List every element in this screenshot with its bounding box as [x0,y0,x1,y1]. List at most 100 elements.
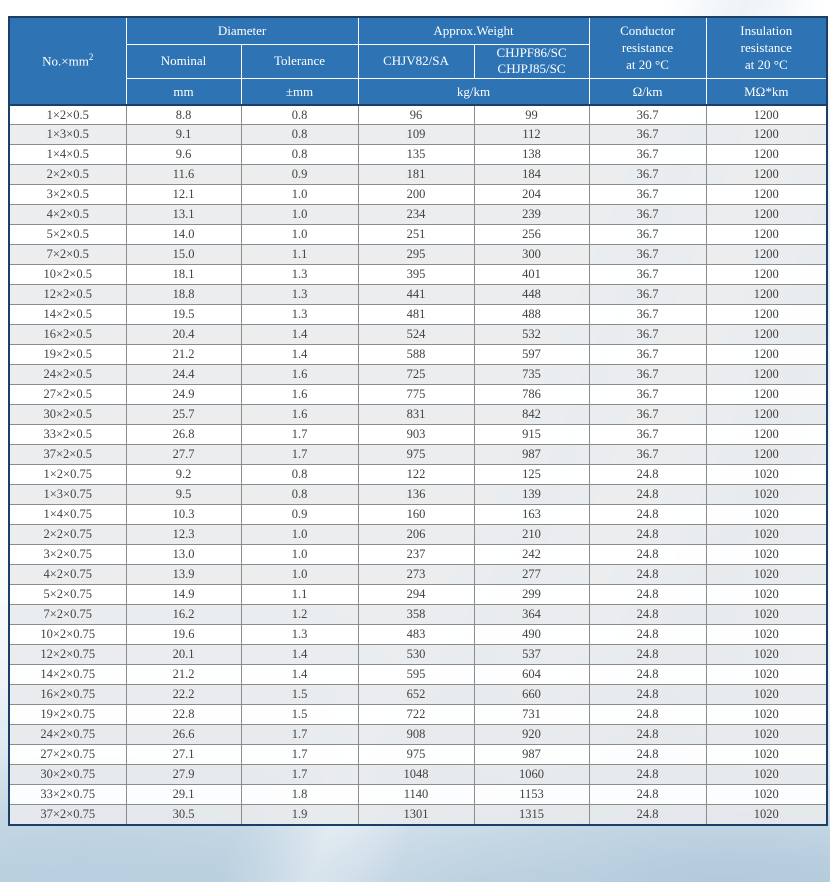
table-row: 1×3×0.75 9.5 0.8 136 139 24.8 1020 [8,484,828,506]
cell-conductor-resistance: 24.8 [588,564,707,586]
cell-conductor-resistance: 36.7 [588,284,707,306]
cell-weight-chjpf86-chjpj85: 99 [473,103,590,126]
cell-nominal-diameter: 26.6 [125,724,242,746]
header-row-subcolumns: Nominal Tolerance CHJV82/SA CHJPF86/SC C… [9,43,827,80]
cell-nominal-diameter: 9.5 [125,484,242,506]
cell-weight-chjpf86-chjpj85: 448 [473,284,590,306]
cell-tolerance: 1.0 [240,204,359,226]
cell-nominal-diameter: 12.3 [125,524,242,546]
cell-conductor-resistance: 24.8 [588,544,707,566]
table-row: 4×2×0.5 13.1 1.0 234 239 36.7 1200 [8,204,828,226]
cell-conductor-resistance: 24.8 [588,644,707,666]
cell-no-mm2: 19×2×0.5 [8,344,127,366]
cell-weight-chjv82-sa: 722 [357,704,475,726]
cell-nominal-diameter: 18.1 [125,264,242,286]
cell-tolerance: 1.2 [240,604,359,626]
cell-weight-chjv82-sa: 483 [357,624,475,646]
table-row: 2×2×0.5 11.6 0.9 181 184 36.7 1200 [8,164,828,186]
cell-tolerance: 1.0 [240,224,359,246]
cell-conductor-resistance: 24.8 [588,524,707,546]
table-row: 14×2×0.5 19.5 1.3 481 488 36.7 1200 [8,304,828,326]
cell-weight-chjpf86-chjpj85: 210 [473,524,590,546]
cell-tolerance: 1.7 [240,744,359,766]
table-row: 30×2×0.75 27.9 1.7 1048 1060 24.8 1020 [8,764,828,786]
cell-conductor-resistance: 24.8 [588,704,707,726]
cell-conductor-resistance: 36.7 [588,364,707,386]
cell-insulation-resistance: 1020 [705,464,828,486]
header-approx-weight: Approx.Weight [357,16,590,45]
cell-tolerance: 0.8 [240,124,359,146]
cell-conductor-resistance: 36.7 [588,384,707,406]
cell-conductor-resistance: 36.7 [588,224,707,246]
cell-tolerance: 1.0 [240,564,359,586]
header-conductor-resistance: Conductor resistance at 20 °C [588,16,707,80]
cell-no-mm2: 24×2×0.5 [8,364,127,386]
cell-conductor-resistance: 36.7 [588,404,707,426]
cell-insulation-resistance: 1200 [705,164,828,186]
cell-tolerance: 1.7 [240,444,359,466]
cell-weight-chjpf86-chjpj85: 256 [473,224,590,246]
cell-tolerance: 1.6 [240,404,359,426]
table-row: 10×2×0.5 18.1 1.3 395 401 36.7 1200 [8,264,828,286]
cell-weight-chjpf86-chjpj85: 277 [473,564,590,586]
cell-no-mm2: 2×2×0.5 [8,164,127,186]
table-row: 1×4×0.75 10.3 0.9 160 163 24.8 1020 [8,504,828,526]
table-row: 12×2×0.75 20.1 1.4 530 537 24.8 1020 [8,644,828,666]
cell-weight-chjv82-sa: 395 [357,264,475,286]
cell-tolerance: 1.4 [240,664,359,686]
cell-insulation-resistance: 1200 [705,404,828,426]
table-row: 33×2×0.75 29.1 1.8 1140 1153 24.8 1020 [8,784,828,806]
cell-nominal-diameter: 30.5 [125,804,242,826]
cell-weight-chjpf86-chjpj85: 184 [473,164,590,186]
table-row: 37×2×0.5 27.7 1.7 975 987 36.7 1200 [8,444,828,466]
table-row: 19×2×0.5 21.2 1.4 588 597 36.7 1200 [8,344,828,366]
cell-tolerance: 1.0 [240,544,359,566]
cell-weight-chjpf86-chjpj85: 125 [473,464,590,486]
cell-conductor-resistance: 36.7 [588,244,707,266]
cell-nominal-diameter: 20.1 [125,644,242,666]
cell-insulation-resistance: 1020 [705,604,828,626]
cell-conductor-resistance: 24.8 [588,744,707,766]
cell-insulation-resistance: 1200 [705,184,828,206]
cell-nominal-diameter: 26.8 [125,424,242,446]
table-row: 16×2×0.75 22.2 1.5 652 660 24.8 1020 [8,684,828,706]
cell-nominal-diameter: 12.1 [125,184,242,206]
cell-weight-chjv82-sa: 1140 [357,784,475,806]
cell-tolerance: 0.9 [240,164,359,186]
cell-weight-chjpf86-chjpj85: 163 [473,504,590,526]
table-row: 7×2×0.75 16.2 1.2 358 364 24.8 1020 [8,604,828,626]
cell-conductor-resistance: 24.8 [588,784,707,806]
cell-conductor-resistance: 36.7 [588,344,707,366]
header-no-mm2-sup: 2 [88,52,94,63]
cell-insulation-resistance: 1200 [705,224,828,246]
cell-weight-chjv82-sa: 652 [357,684,475,706]
header-no-mm2-text: No.×mm [42,53,89,69]
cell-conductor-resistance: 36.7 [588,264,707,286]
cell-no-mm2: 16×2×0.5 [8,324,127,346]
cell-no-mm2: 10×2×0.5 [8,264,127,286]
cell-tolerance: 1.3 [240,304,359,326]
cell-nominal-diameter: 29.1 [125,784,242,806]
cell-conductor-resistance: 24.8 [588,684,707,706]
cell-conductor-resistance: 36.7 [588,424,707,446]
cell-weight-chjv82-sa: 206 [357,524,475,546]
cell-tolerance: 0.8 [240,103,359,126]
cell-tolerance: 1.0 [240,184,359,206]
cell-insulation-resistance: 1200 [705,264,828,286]
cell-no-mm2: 30×2×0.75 [8,764,127,786]
cell-insulation-resistance: 1200 [705,344,828,366]
cell-insulation-resistance: 1020 [705,644,828,666]
cell-no-mm2: 5×2×0.5 [8,224,127,246]
cell-insulation-resistance: 1020 [705,524,828,546]
cell-conductor-resistance: 24.8 [588,604,707,626]
unit-conductor-ohmkm: Ω/km [588,78,707,106]
cell-nominal-diameter: 25.7 [125,404,242,426]
cell-nominal-diameter: 24.9 [125,384,242,406]
cell-tolerance: 0.8 [240,464,359,486]
cell-weight-chjv82-sa: 294 [357,584,475,606]
cell-weight-chjpf86-chjpj85: 786 [473,384,590,406]
cell-tolerance: 1.5 [240,704,359,726]
cell-nominal-diameter: 18.8 [125,284,242,306]
cell-no-mm2: 27×2×0.75 [8,744,127,766]
table-header: No.×mm2 Diameter Approx.Weight Conductor… [8,16,828,106]
